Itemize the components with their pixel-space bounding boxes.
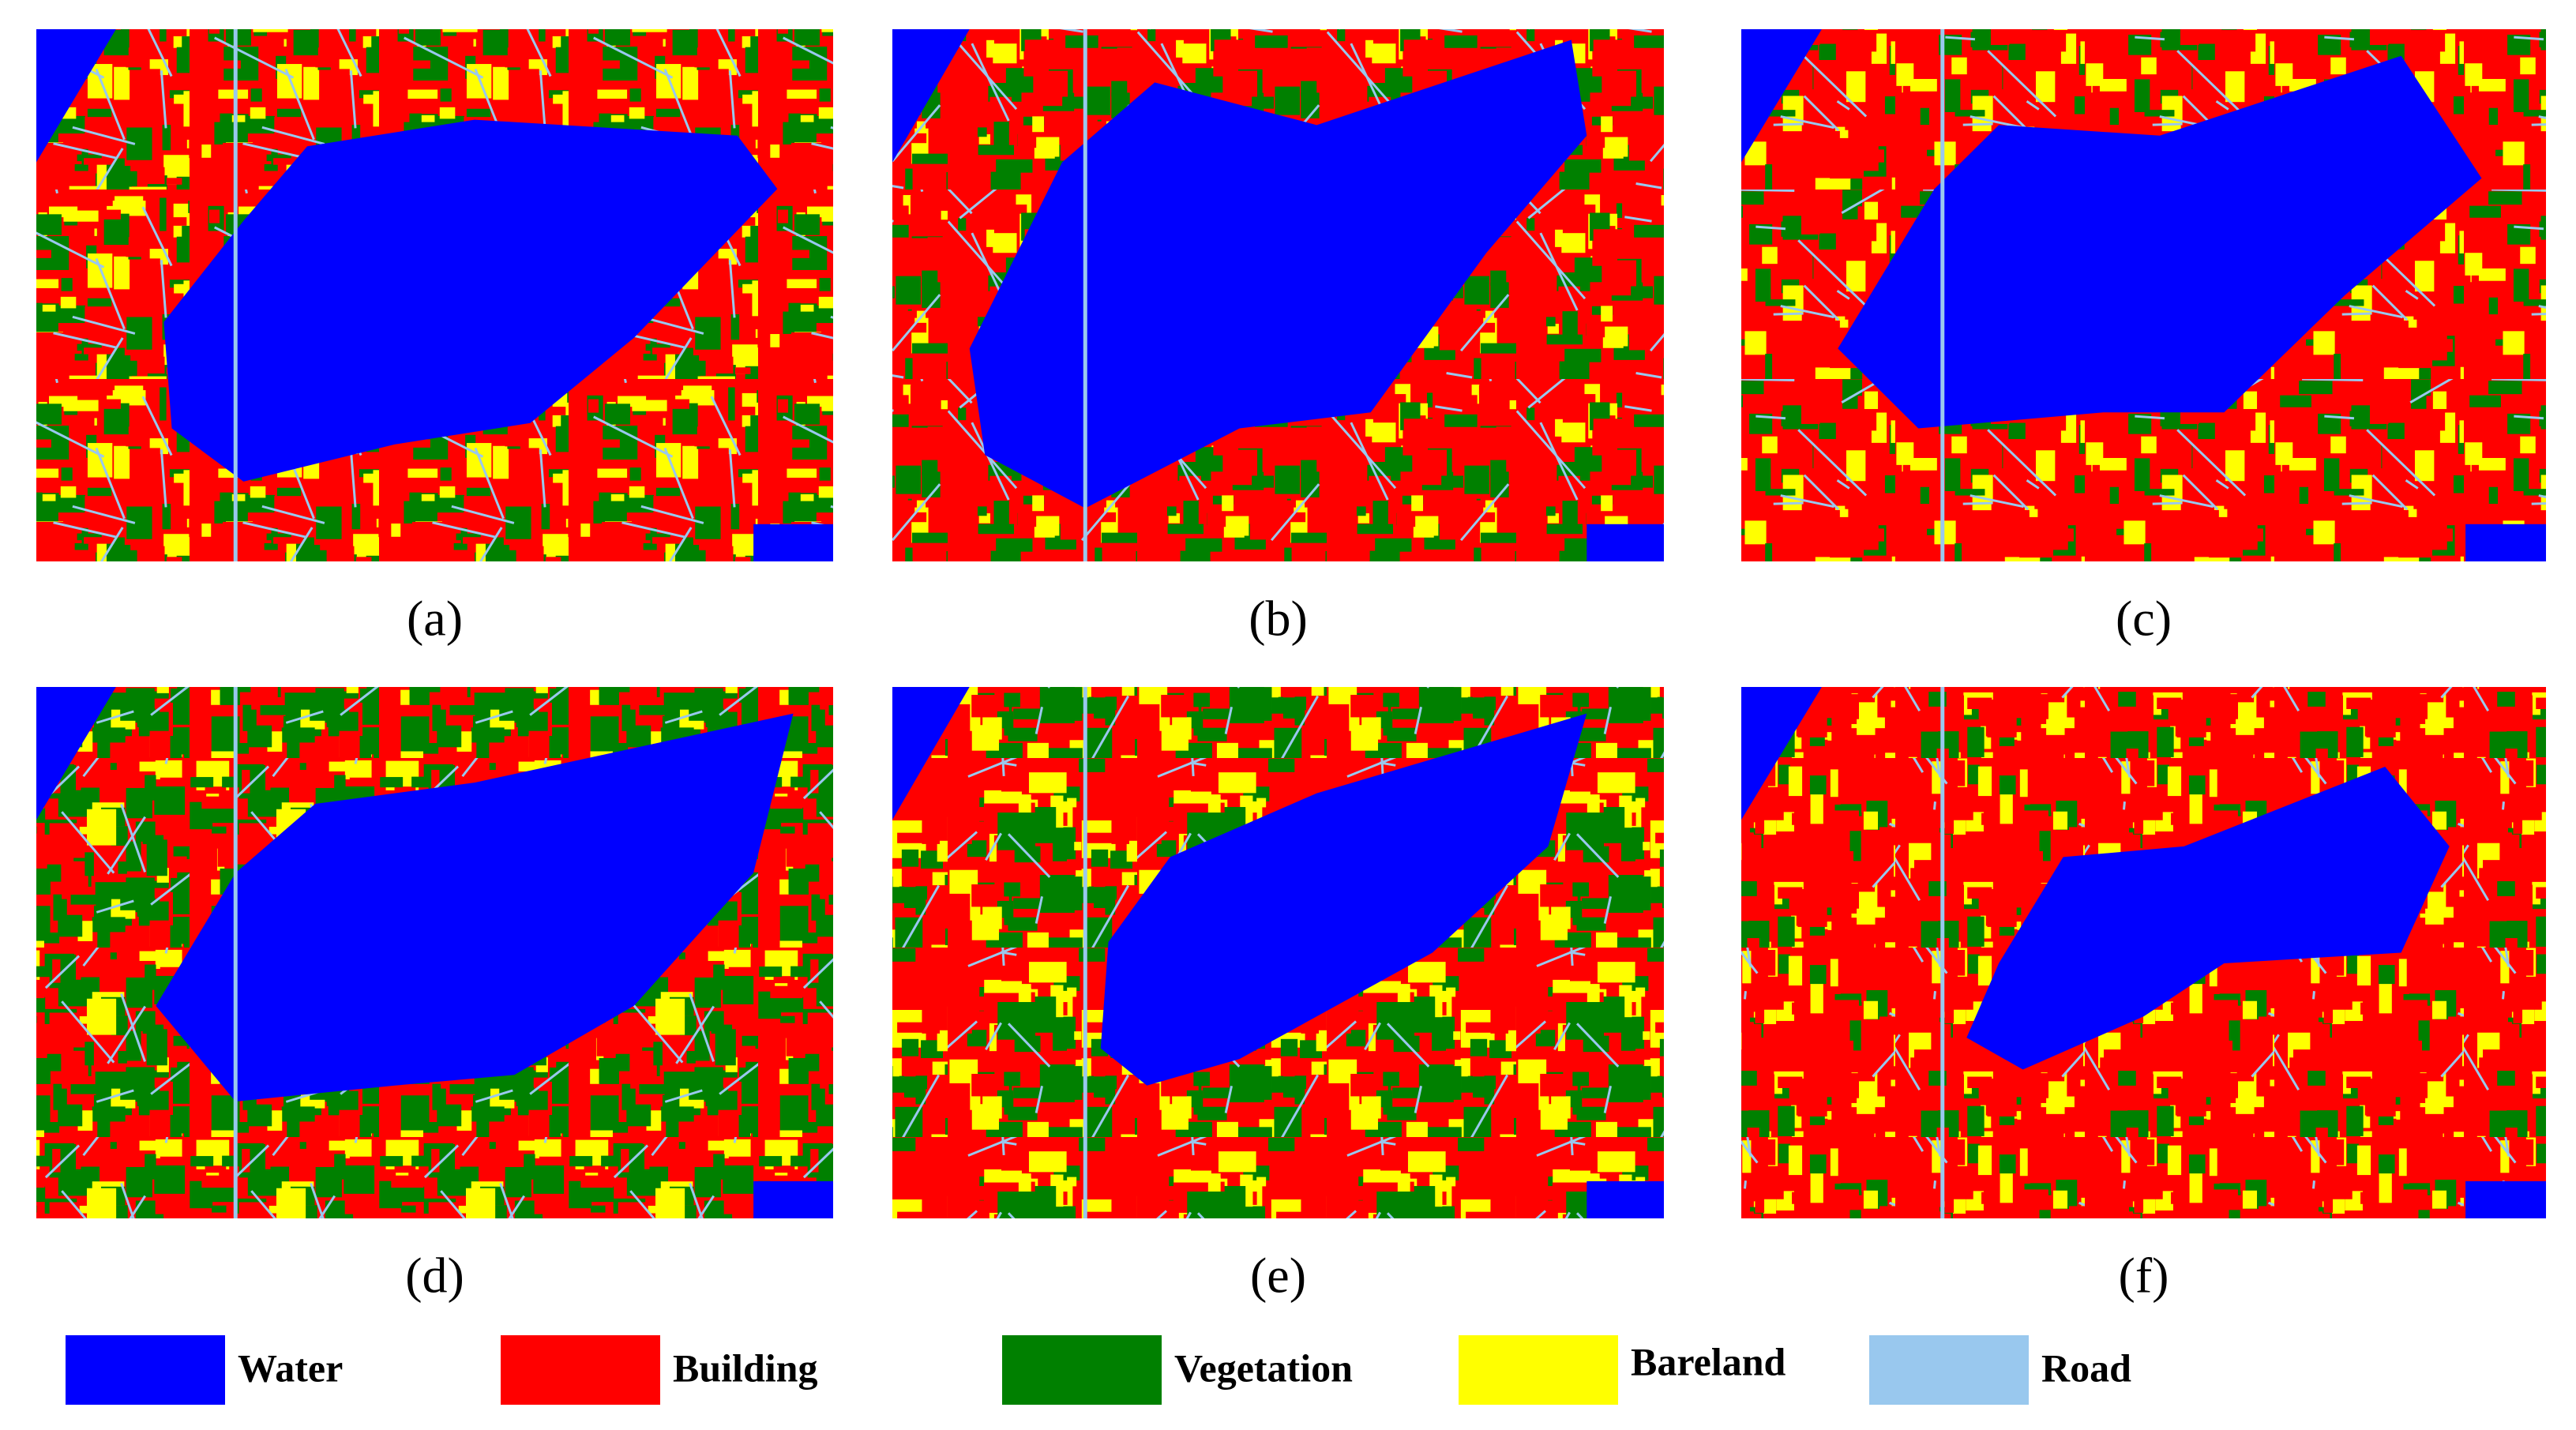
- water-corner: [1741, 29, 1822, 163]
- water-corner: [36, 687, 116, 820]
- water-corner: [892, 29, 970, 163]
- map-panel: [1741, 29, 2546, 561]
- legend-label: Water: [238, 1346, 343, 1390]
- legend-label: Road: [2041, 1346, 2131, 1390]
- legend-label: Bareland: [1631, 1339, 1786, 1383]
- map-panel: [36, 29, 833, 561]
- panel-label: (e): [1250, 1248, 1306, 1304]
- water-corner: [1741, 687, 1822, 820]
- water-edge: [2465, 1180, 2546, 1218]
- legend-swatch: [1002, 1335, 1162, 1405]
- water-corner: [892, 687, 970, 820]
- water-edge: [753, 524, 833, 561]
- map-panel: [36, 687, 833, 1218]
- map-panel: [892, 29, 1664, 561]
- legend-label: Vegetation: [1174, 1346, 1353, 1390]
- water-edge: [753, 1180, 833, 1218]
- water-edge: [1587, 1180, 1664, 1218]
- lake: [156, 713, 794, 1102]
- water-edge: [2465, 524, 2546, 561]
- lake: [969, 39, 1587, 509]
- lake: [1100, 713, 1587, 1086]
- map-panel: [1741, 687, 2546, 1218]
- legend-label: Building: [673, 1346, 817, 1390]
- lake: [163, 119, 778, 482]
- lake: [1966, 766, 2450, 1070]
- legend-swatch: [66, 1335, 225, 1405]
- lake: [1838, 55, 2482, 429]
- panel-label: (c): [2116, 591, 2172, 647]
- panel-label: (a): [407, 591, 463, 647]
- panel-label: (d): [405, 1248, 464, 1304]
- panel-label: (f): [2119, 1248, 2169, 1304]
- legend-swatch: [1869, 1335, 2029, 1405]
- panel-label: (b): [1249, 591, 1308, 647]
- water-edge: [1587, 524, 1664, 561]
- legend-swatch: [1459, 1335, 1618, 1405]
- legend-swatch: [501, 1335, 660, 1405]
- map-panel: [892, 687, 1664, 1218]
- water-corner: [36, 29, 116, 163]
